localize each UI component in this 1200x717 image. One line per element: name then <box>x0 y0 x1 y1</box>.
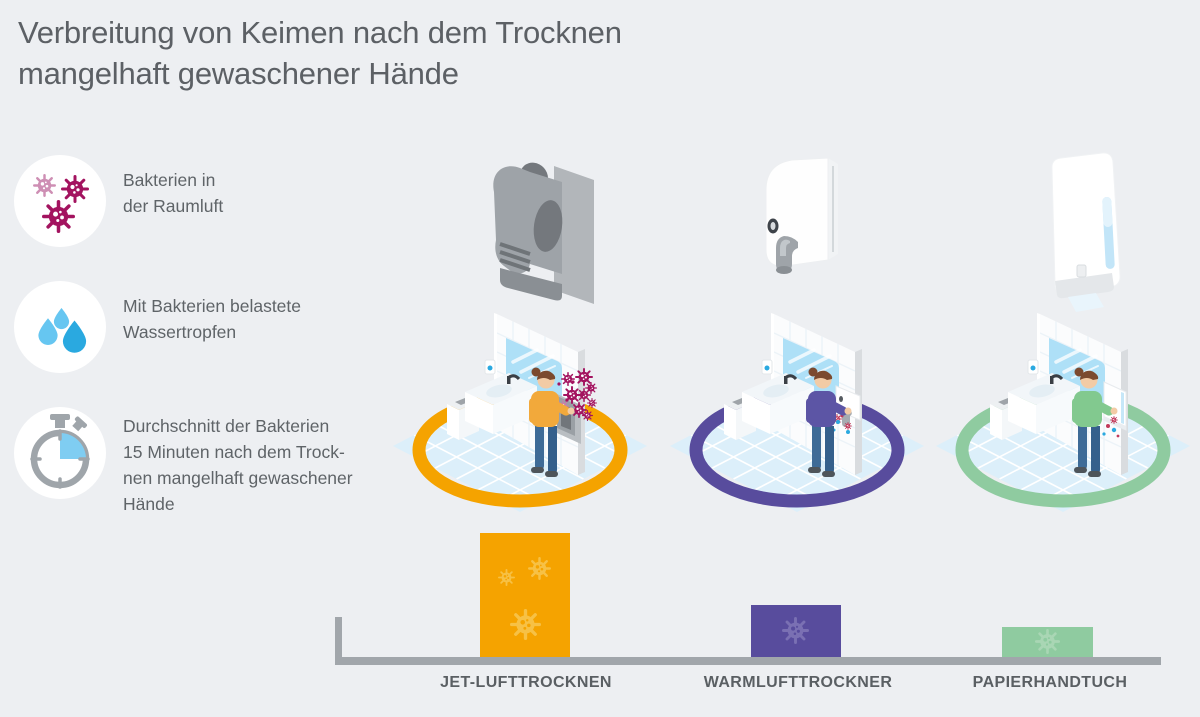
legend-item-bacteria: Bakterien in der Raumluft <box>14 155 394 247</box>
bar-label-jet: JET-LUFTTROCKNEN <box>440 674 612 691</box>
bacteria-cloud <box>557 368 597 421</box>
bacteria-particles <box>1102 416 1120 438</box>
legend-text: Mit Bakterien belastete Wassertropfen <box>123 296 302 342</box>
sink <box>742 373 814 434</box>
stopwatch-icon <box>14 407 106 499</box>
bar-warmlufttrockner <box>751 605 841 657</box>
legend-text: Durchschnitt der Bakterien 15 Minuten na… <box>123 416 353 514</box>
paper-towel-dispenser-illustration <box>1030 149 1145 319</box>
bar-label-warm: WARMLUFTTROCKNER <box>703 674 893 691</box>
title-line-2: mangelhaft gewaschener Hände <box>18 56 459 91</box>
x-axis-baseline <box>335 657 1161 665</box>
legend-text: Bakterien in der Raumluft <box>123 170 224 216</box>
legend-item-water-drops: Mit Bakterien belastete Wassertropfen <box>14 281 394 373</box>
jet-air-dryer-illustration <box>470 144 610 314</box>
bar-jet-lufttrocknen <box>480 533 570 657</box>
scene-paper-towel <box>936 313 1190 512</box>
bacteria-icon <box>14 155 106 247</box>
bar-papierhandtuch <box>1002 627 1093 657</box>
warm-air-dryer-illustration <box>746 152 866 297</box>
title-line-1: Verbreitung von Keimen nach dem Trocknen <box>18 15 622 50</box>
bar-label-paper: PAPIERHANDTUCH <box>972 674 1128 691</box>
scene-warm-air-drying <box>670 313 924 512</box>
person <box>1072 367 1118 477</box>
legend-item-stopwatch: Durchschnitt der Bakterien 15 Minuten na… <box>14 407 394 517</box>
legend: Bakterien in der Raumluft Mit Bakterien … <box>14 155 394 551</box>
y-axis-tick <box>335 617 342 665</box>
water-drops-icon <box>14 281 106 373</box>
sink <box>465 373 537 434</box>
person <box>529 367 575 477</box>
scene-jet-air-drying <box>393 313 647 512</box>
sink <box>1008 373 1080 434</box>
paper-dispenser-in-scene <box>1103 381 1127 431</box>
person <box>806 367 852 477</box>
page-title: Verbreitung von Keimen nach dem Trocknen… <box>18 12 622 94</box>
